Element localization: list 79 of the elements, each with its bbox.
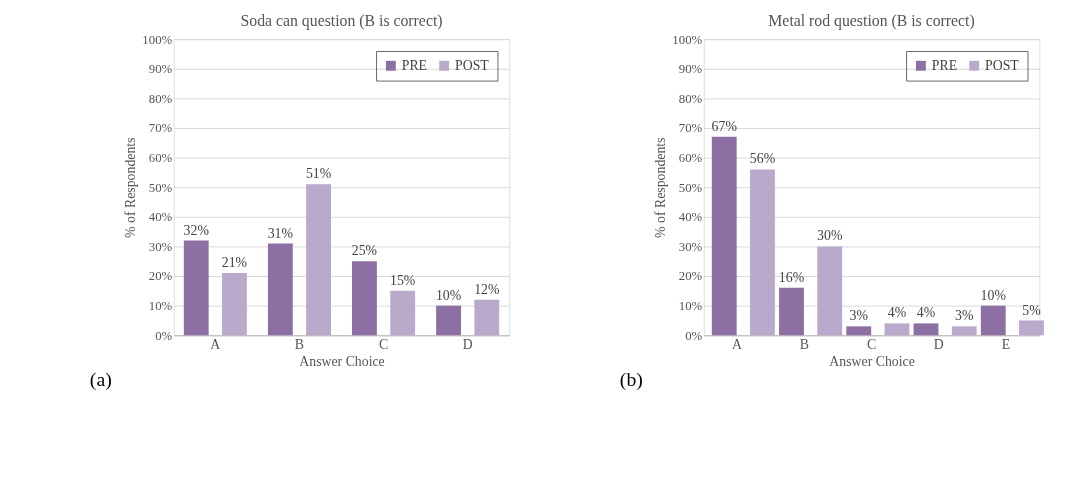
bar <box>750 169 775 336</box>
y-axis-title: % of Respondents <box>653 137 669 238</box>
legend-label: PRE <box>931 57 958 73</box>
y-tick-label: 0% <box>685 328 703 343</box>
x-axis-title: Answer Choice <box>299 354 385 370</box>
x-tick-label: B <box>799 336 809 352</box>
data-label: 3% <box>955 308 974 324</box>
legend-label: PRE <box>401 57 428 73</box>
x-tick-label: D <box>462 336 473 352</box>
y-tick-label: 20% <box>148 269 173 284</box>
data-label: 5% <box>1022 302 1042 318</box>
text: (a) <box>89 367 112 391</box>
y-tick-label: 30% <box>148 239 173 254</box>
x-tick-label: A <box>210 336 221 352</box>
data-label: 12% <box>474 281 500 297</box>
bar <box>711 136 737 336</box>
bar <box>436 305 461 336</box>
x-tick-label: D <box>933 336 944 352</box>
x-tick-label: B <box>294 336 305 352</box>
data-label: 30% <box>817 228 843 244</box>
data-label: 56% <box>749 151 776 167</box>
bar <box>817 246 843 336</box>
legend-label: POST <box>985 57 1020 73</box>
bar <box>951 326 977 336</box>
data-label: 10% <box>435 287 462 303</box>
y-tick-label: 20% <box>678 269 703 284</box>
bar <box>306 184 331 336</box>
y-tick-label: 70% <box>678 121 703 136</box>
bar <box>1019 320 1044 336</box>
data-label: 25% <box>351 243 378 259</box>
data-label: 16% <box>778 269 805 285</box>
bar <box>222 273 247 336</box>
data-label: 4% <box>916 305 936 321</box>
y-tick-label: 40% <box>678 210 703 225</box>
bar <box>913 323 939 336</box>
y-tick-label: 0% <box>155 328 173 343</box>
data-label: 15% <box>390 272 416 288</box>
y-tick-label: 90% <box>148 62 173 77</box>
y-tick-label: 10% <box>678 299 703 314</box>
x-tick-label: C <box>866 336 877 352</box>
y-tick-label: 100% <box>672 32 703 47</box>
y-tick-label: 50% <box>678 180 703 195</box>
data-label: 31% <box>267 225 294 241</box>
chart-title: Metal rod question (B is correct) <box>768 12 975 31</box>
y-tick-label: 70% <box>148 121 173 136</box>
data-label: 51% <box>305 166 332 182</box>
bar <box>980 305 1006 336</box>
data-label: 32% <box>183 222 210 238</box>
legend-label: POST <box>455 57 490 73</box>
bar <box>779 287 804 336</box>
x-tick-label: A <box>732 336 743 352</box>
y-tick-label: 80% <box>678 91 703 106</box>
y-tick-label: 40% <box>148 210 173 225</box>
x-tick-label: E <box>1001 336 1011 352</box>
bar <box>884 323 910 336</box>
y-tick-label: 90% <box>678 62 703 77</box>
data-label: 21% <box>221 255 248 271</box>
y-tick-label: 100% <box>142 32 173 47</box>
y-axis-title: % of Respondents <box>123 137 139 238</box>
y-tick-label: 80% <box>148 91 173 106</box>
y-tick-label: 50% <box>148 180 173 195</box>
text: (b) <box>619 367 643 391</box>
y-tick-label: 30% <box>678 239 703 254</box>
bar <box>474 299 500 336</box>
x-axis-title: Answer Choice <box>829 354 915 370</box>
y-tick-label: 60% <box>148 151 173 166</box>
data-label: 4% <box>887 305 907 321</box>
x-tick-label: C <box>378 336 389 352</box>
bar <box>183 240 209 336</box>
chart-title: Soda can question (B is correct) <box>240 12 443 31</box>
y-tick-label: 60% <box>678 151 703 166</box>
bar <box>352 261 377 336</box>
y-tick-label: 10% <box>148 299 173 314</box>
bar <box>390 290 416 336</box>
data-label: 10% <box>980 287 1007 303</box>
data-label: 67% <box>711 118 738 134</box>
data-label: 3% <box>849 308 869 324</box>
bar <box>846 326 872 336</box>
bar <box>267 243 293 336</box>
